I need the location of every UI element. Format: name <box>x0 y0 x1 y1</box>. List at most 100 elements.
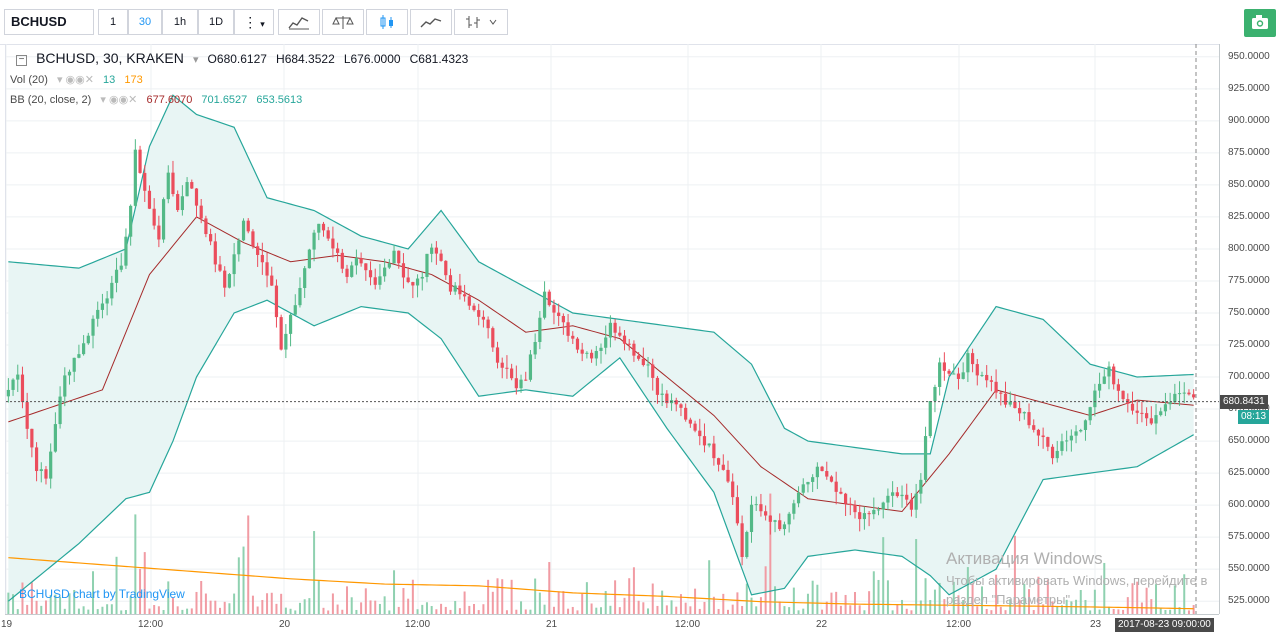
price-tick-label: 550.0000 <box>1228 563 1270 575</box>
candle-body <box>1083 420 1088 431</box>
volume-bar <box>1013 535 1016 614</box>
volume-bar <box>87 609 90 614</box>
price-tick-label: 825.0000 <box>1228 210 1270 222</box>
volume-bar <box>882 537 885 614</box>
volume-bar <box>331 593 334 614</box>
candle-body <box>1121 390 1125 400</box>
volume-bar <box>214 600 217 614</box>
price-tick-label: 800.0000 <box>1228 242 1270 254</box>
symbol-input[interactable]: BCHUSD <box>4 9 94 35</box>
candle-body <box>359 258 363 264</box>
candle-body <box>373 277 377 285</box>
more-intervals-button[interactable]: ⋮ ▾ <box>234 9 274 35</box>
candle-body <box>317 223 321 233</box>
volume-bar <box>1023 583 1026 614</box>
volume-bar <box>487 579 490 614</box>
volume-bar <box>313 531 316 614</box>
volume-bar <box>266 593 269 614</box>
candle-body <box>782 524 787 530</box>
interval-1d-button[interactable]: 1D <box>198 9 234 35</box>
line-chart-button[interactable] <box>410 9 452 35</box>
candle-body <box>1112 366 1116 385</box>
candle-body <box>989 380 993 382</box>
candle-body <box>82 343 86 355</box>
interval-30-button[interactable]: 30 <box>128 9 162 35</box>
interval-1h-button[interactable]: 1h <box>162 9 198 35</box>
chart-area[interactable]: − BCHUSD, 30, KRAKEN ▾ O680.6127 H684.35… <box>5 44 1220 614</box>
volume-bar <box>990 610 993 614</box>
candle-body <box>759 504 763 512</box>
volume-bar <box>957 595 960 614</box>
volume-bar <box>962 600 965 614</box>
price-axis[interactable]: 950.0000 925.0000 900.0000 875.0000 850.0000… <box>1219 44 1280 614</box>
snapshot-button[interactable] <box>1244 9 1276 37</box>
candle-body <box>674 400 678 405</box>
volume-bar <box>68 593 71 614</box>
volume-bar <box>393 570 396 614</box>
candle-body <box>698 430 702 437</box>
candle-body <box>176 194 180 211</box>
interval-1-button[interactable]: 1 <box>98 9 128 35</box>
volume-bar <box>703 601 706 614</box>
time-tick-label: 20 <box>279 619 291 630</box>
watermark-line1: Чтобы активировать Windows, перейдите в <box>946 573 1208 588</box>
volume-settings-icon[interactable]: ▾ ◉◉✕ <box>56 74 94 86</box>
time-axis[interactable]: 19 12:00 20 12:00 21 12:00 22 12:00 23 2017-08-23… <box>1 614 1219 635</box>
volume-bar <box>12 594 15 614</box>
open-value: 680.6127 <box>216 52 267 66</box>
volume-bar <box>49 594 52 614</box>
tradingview-credit[interactable]: BCHUSD chart by TradingView <box>19 587 185 601</box>
volume-bar <box>604 590 607 614</box>
more-label: ⋮ <box>243 14 258 30</box>
volume-bar <box>891 610 894 614</box>
volume-bar <box>134 514 137 614</box>
volume-bar <box>223 601 226 614</box>
candle-body <box>919 479 923 494</box>
candle-body <box>105 298 109 304</box>
candle-body <box>778 520 782 530</box>
volume-bar <box>1056 606 1059 614</box>
candle-body <box>538 317 542 343</box>
collapse-icon[interactable]: − <box>16 54 27 66</box>
volume-bar <box>543 604 546 614</box>
candle-body <box>44 469 48 479</box>
volume-bar <box>106 604 109 614</box>
candle-body <box>425 253 429 277</box>
indicators-button[interactable] <box>278 9 320 35</box>
bars-style-button[interactable] <box>454 9 508 35</box>
candle-body <box>6 389 10 397</box>
volume-bar <box>774 586 777 614</box>
candle-body <box>1069 435 1073 441</box>
volume-bar <box>689 606 692 614</box>
volume-bar <box>1032 610 1035 614</box>
candle-body <box>298 288 302 306</box>
candle-body <box>467 296 471 306</box>
volume-bar <box>233 593 236 614</box>
candle-body <box>665 393 669 404</box>
volume-bar <box>1145 587 1148 614</box>
compare-button[interactable] <box>322 9 364 35</box>
candle-body <box>735 497 740 524</box>
volume-bar <box>1107 606 1110 614</box>
candle-body <box>980 374 984 376</box>
volume-bar <box>995 574 998 614</box>
time-tick-label: 12:00 <box>675 619 701 630</box>
price-tick-label: 900.0000 <box>1228 114 1270 126</box>
candles-button[interactable] <box>366 9 408 35</box>
legend-chevron-icon[interactable]: ▾ <box>192 54 199 66</box>
candle-body <box>185 182 189 197</box>
volume-bar <box>858 605 861 614</box>
candle-body <box>30 428 34 448</box>
candle-body <box>11 379 15 390</box>
price-chart[interactable] <box>6 44 1220 614</box>
high-label-key: H <box>276 52 285 66</box>
volume-bar <box>868 591 871 614</box>
volume-bar <box>731 604 734 614</box>
time-tick-label: 21 <box>546 619 558 630</box>
candle-body <box>641 358 645 366</box>
volume-bar <box>529 609 532 614</box>
candle-body <box>829 476 834 482</box>
candle-body <box>928 401 932 437</box>
candle-body <box>223 270 227 288</box>
bb-settings-icon[interactable]: ▾ ◉◉✕ <box>100 94 138 106</box>
